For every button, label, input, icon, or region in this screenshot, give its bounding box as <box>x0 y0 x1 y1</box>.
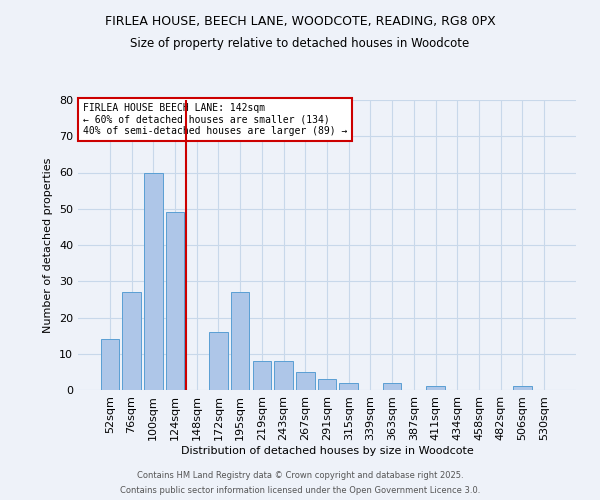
Bar <box>296 372 314 390</box>
Bar <box>144 172 163 390</box>
Text: FIRLEA HOUSE, BEECH LANE, WOODCOTE, READING, RG8 0PX: FIRLEA HOUSE, BEECH LANE, WOODCOTE, READ… <box>104 15 496 28</box>
Bar <box>253 361 271 390</box>
Bar <box>383 383 401 390</box>
X-axis label: Distribution of detached houses by size in Woodcote: Distribution of detached houses by size … <box>181 446 473 456</box>
Bar <box>209 332 227 390</box>
Bar <box>318 379 336 390</box>
Y-axis label: Number of detached properties: Number of detached properties <box>43 158 53 332</box>
Text: Contains HM Land Registry data © Crown copyright and database right 2025.: Contains HM Land Registry data © Crown c… <box>137 471 463 480</box>
Bar <box>513 386 532 390</box>
Bar <box>231 292 250 390</box>
Bar <box>274 361 293 390</box>
Text: Size of property relative to detached houses in Woodcote: Size of property relative to detached ho… <box>130 38 470 51</box>
Bar <box>340 383 358 390</box>
Bar <box>122 292 141 390</box>
Bar <box>427 386 445 390</box>
Text: FIRLEA HOUSE BEECH LANE: 142sqm
← 60% of detached houses are smaller (134)
40% o: FIRLEA HOUSE BEECH LANE: 142sqm ← 60% of… <box>83 103 347 136</box>
Text: Contains public sector information licensed under the Open Government Licence 3.: Contains public sector information licen… <box>120 486 480 495</box>
Bar <box>166 212 184 390</box>
Bar <box>101 339 119 390</box>
